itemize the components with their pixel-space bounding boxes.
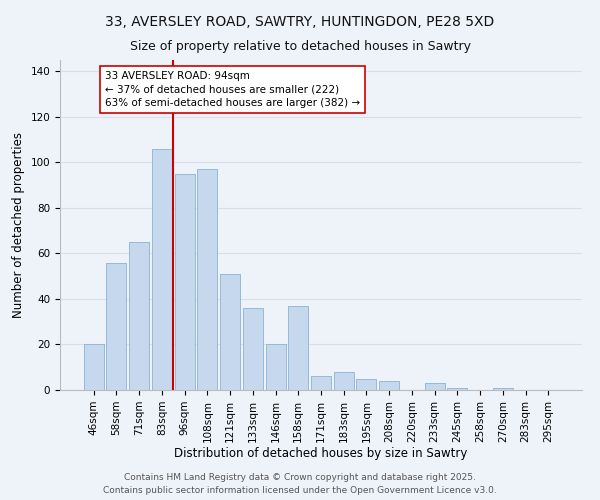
Bar [379, 381, 399, 390]
Bar [129, 242, 149, 390]
Bar [84, 344, 104, 390]
Bar [220, 274, 240, 390]
Bar [425, 383, 445, 390]
Bar [288, 306, 308, 390]
Bar [448, 388, 467, 390]
Text: 33 AVERSLEY ROAD: 94sqm
← 37% of detached houses are smaller (222)
63% of semi-d: 33 AVERSLEY ROAD: 94sqm ← 37% of detache… [105, 72, 360, 108]
Text: Size of property relative to detached houses in Sawtry: Size of property relative to detached ho… [130, 40, 470, 53]
Bar [197, 169, 217, 390]
Bar [106, 262, 127, 390]
Text: 33, AVERSLEY ROAD, SAWTRY, HUNTINGDON, PE28 5XD: 33, AVERSLEY ROAD, SAWTRY, HUNTINGDON, P… [106, 15, 494, 29]
Bar [311, 376, 331, 390]
Bar [175, 174, 194, 390]
X-axis label: Distribution of detached houses by size in Sawtry: Distribution of detached houses by size … [175, 448, 467, 460]
Y-axis label: Number of detached properties: Number of detached properties [12, 132, 25, 318]
Bar [334, 372, 354, 390]
Bar [152, 149, 172, 390]
Text: Contains HM Land Registry data © Crown copyright and database right 2025.
Contai: Contains HM Land Registry data © Crown c… [103, 474, 497, 495]
Bar [493, 388, 513, 390]
Bar [243, 308, 263, 390]
Bar [266, 344, 286, 390]
Bar [356, 378, 376, 390]
